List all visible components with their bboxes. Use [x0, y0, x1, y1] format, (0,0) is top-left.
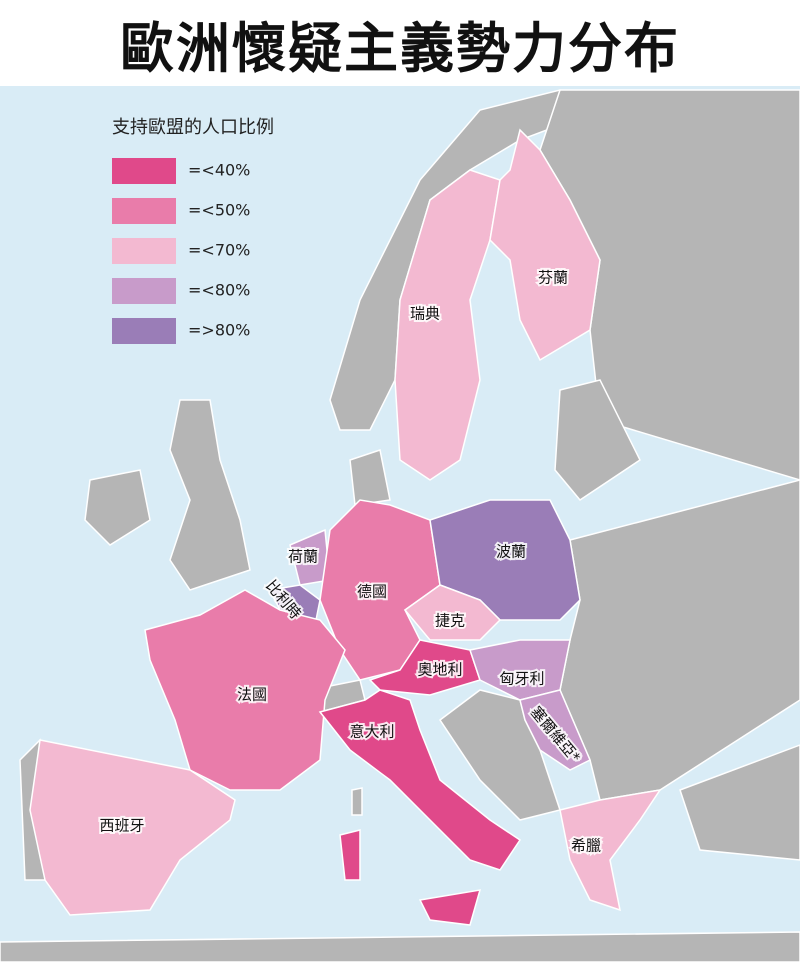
country-label: 法國 — [237, 686, 267, 704]
title: 歐洲懷疑主義勢力分布 — [120, 16, 680, 80]
country-label: 瑞典 — [410, 305, 440, 323]
other-land — [0, 89, 800, 962]
country-label: 德國 — [357, 583, 387, 601]
legend-swatch — [112, 158, 176, 184]
map: 支持歐盟的人口比例 =<40% =<50% =<70% =<80% =>80% 瑞典 芬蘭… — [0, 86, 800, 962]
country-label: 奧地利 — [417, 661, 462, 679]
legend-title: 支持歐盟的人口比例 — [112, 117, 274, 138]
legend-swatch — [112, 198, 176, 224]
country — [519, 689, 591, 771]
legend-label: =>80% — [188, 321, 250, 340]
country-label: 匈牙利 — [499, 670, 544, 688]
countries — [29, 128, 662, 926]
country — [268, 584, 321, 627]
country-label: 意大利 — [349, 723, 394, 741]
country-label: 西班牙 — [99, 817, 144, 835]
country — [144, 589, 346, 791]
country — [29, 739, 236, 916]
legend-label: =<70% — [188, 241, 250, 260]
country — [394, 169, 501, 481]
legend-swatch — [112, 278, 176, 304]
country-label: 希臘 — [571, 837, 601, 855]
country — [339, 829, 361, 881]
country — [489, 128, 601, 362]
legend-swatch — [112, 238, 176, 264]
legend-label: =<50% — [188, 201, 250, 220]
country — [318, 689, 522, 871]
country-label: 波蘭 — [496, 543, 526, 561]
legend-swatch — [112, 318, 176, 344]
legend: 支持歐盟的人口比例 =<40% =<50% =<70% =<80% =>80% — [112, 117, 274, 344]
legend-label: =<80% — [188, 281, 250, 300]
country — [403, 584, 502, 641]
legend-label: =<40% — [188, 161, 250, 180]
country-label: 荷蘭 — [288, 548, 318, 566]
country — [559, 788, 662, 912]
country — [418, 889, 482, 926]
country-label: 捷克 — [435, 612, 465, 630]
country-label: 芬蘭 — [538, 269, 568, 287]
